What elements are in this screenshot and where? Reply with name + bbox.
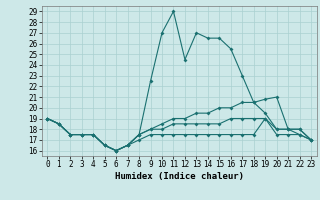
X-axis label: Humidex (Indice chaleur): Humidex (Indice chaleur) [115, 172, 244, 181]
